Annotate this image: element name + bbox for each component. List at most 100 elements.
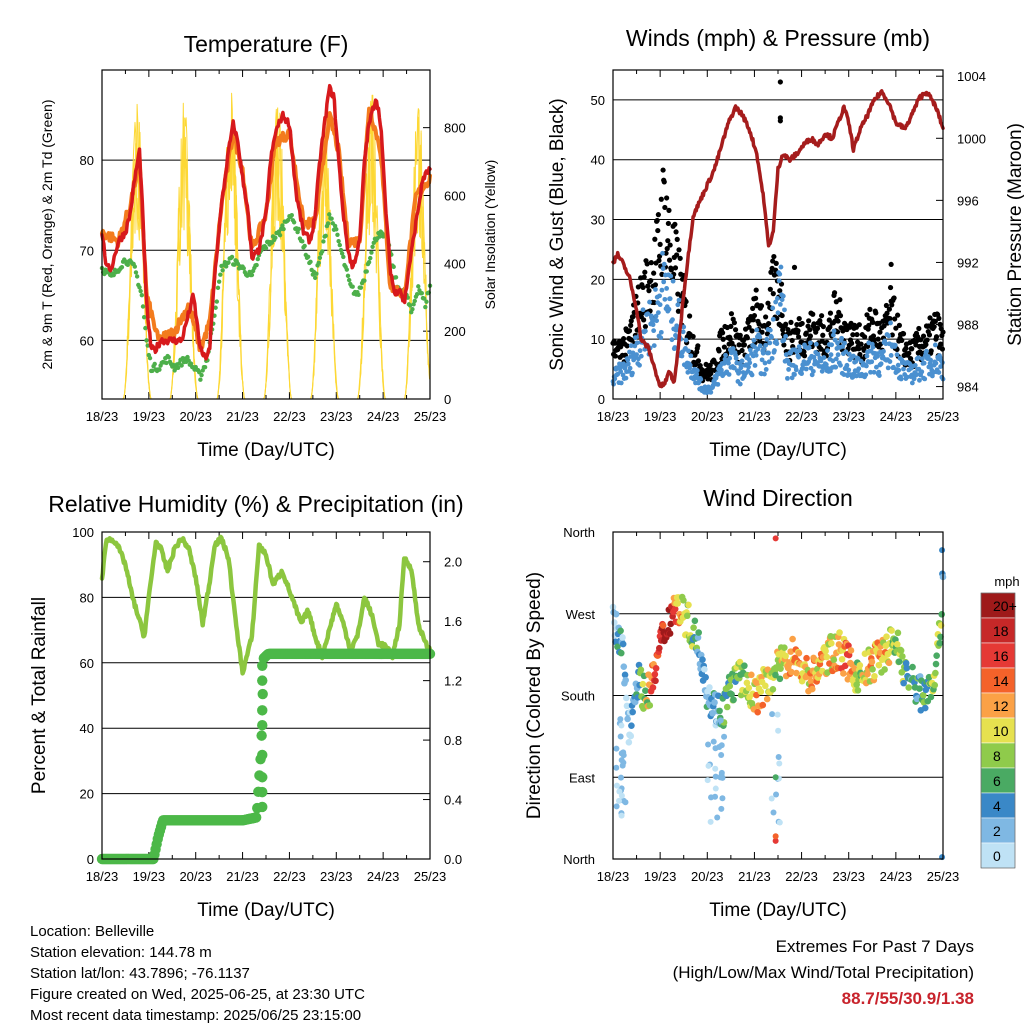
direction-point (730, 696, 737, 704)
direction-point (847, 647, 855, 654)
wind-point (892, 342, 898, 348)
gust-point (771, 253, 777, 260)
y-tick-label-2-1: 20 (80, 787, 94, 802)
gust-point (664, 195, 670, 201)
gust-point (687, 313, 693, 319)
dewpoint-point (133, 270, 139, 275)
direction-point-light (717, 717, 724, 724)
dewpoint-point (350, 284, 355, 289)
dewpoint-point (323, 233, 328, 239)
gust-point (621, 336, 627, 342)
gust-point (651, 270, 657, 276)
gust-point (629, 337, 635, 343)
wind-point (878, 361, 884, 367)
wind-point (666, 306, 672, 312)
colorbar-label-10: 0 (993, 848, 1001, 864)
gust-point (777, 288, 783, 294)
gust-point (720, 336, 726, 342)
dewpoint-point (137, 285, 142, 290)
direction-point (826, 660, 833, 667)
dewpoint-point (202, 364, 208, 370)
gust-point (759, 329, 765, 335)
direction-point (642, 687, 649, 695)
gust-point (906, 350, 912, 356)
x-tick-label-1-4: 22/23 (785, 409, 818, 424)
gust-point (889, 302, 895, 308)
y-tick-label-0-0: 60 (80, 333, 94, 348)
dewpoint-point (296, 226, 301, 232)
colorbar-label-2: 16 (993, 648, 1009, 664)
direction-point (932, 660, 940, 668)
wind-point (752, 344, 757, 350)
gust-point (937, 321, 943, 327)
direction-point (743, 679, 751, 687)
gust-point (675, 308, 682, 314)
x-tick-label-1-0: 18/23 (597, 409, 630, 424)
y-axis-label-2: Percent & Total Rainfall (29, 597, 50, 794)
direction-point (894, 641, 901, 648)
wind-point (630, 370, 635, 376)
direction-point (683, 612, 691, 620)
direction-point (745, 684, 753, 692)
gust-point (801, 353, 808, 359)
direction-point (856, 662, 864, 669)
wind-point (769, 334, 774, 340)
wind-point (887, 359, 893, 364)
direction-point-light (613, 764, 620, 771)
direction-point (639, 680, 647, 688)
gust-point (677, 255, 683, 261)
wind-point (796, 344, 802, 350)
y-tick-label-1-4: 40 (591, 153, 605, 168)
wind-point (886, 333, 892, 339)
y-tick-label-0-2: 80 (80, 153, 94, 168)
wind-point (773, 299, 779, 305)
wind-point (885, 365, 891, 371)
dewpoint-point (423, 304, 428, 310)
direction-point-light (769, 711, 776, 718)
wind-point (914, 371, 919, 377)
gust-point (899, 337, 905, 344)
x-tick-label-3-6: 24/23 (880, 869, 913, 884)
gust-point (892, 316, 898, 322)
extremes-box: Extremes For Past 7 Days (High/Low/Max W… (673, 934, 974, 1012)
gust-point (799, 320, 805, 327)
direction-point-light (717, 774, 724, 781)
dewpoint-point (346, 277, 352, 283)
direction-point (651, 670, 659, 678)
colorbar-label-7: 6 (993, 773, 1001, 789)
direction-point-light (617, 774, 624, 781)
dewpoint-point (241, 266, 246, 271)
gust-point (920, 333, 927, 339)
colorbar-label-3: 14 (993, 673, 1009, 689)
gust-point (642, 269, 648, 275)
dewpoint-point (321, 239, 326, 244)
direction-point-light (712, 773, 719, 780)
wind-point (657, 302, 663, 308)
plot-frame-1 (612, 69, 944, 400)
colorbar-swatch-3 (980, 667, 1016, 694)
direction-point (883, 633, 890, 641)
precip-point (250, 812, 262, 823)
dewpoint-point (338, 247, 344, 253)
gust-point (695, 358, 702, 364)
wind-point (938, 364, 944, 369)
colorbar-label-5: 10 (993, 723, 1009, 739)
gust-point (672, 265, 679, 271)
wind-point (769, 355, 775, 361)
direction-point (782, 652, 789, 660)
dewpoint-point (335, 232, 340, 237)
wind-point (681, 324, 687, 330)
direction-point (754, 708, 761, 716)
wind-point (757, 334, 763, 340)
gust-point (770, 291, 776, 297)
direction-point (931, 681, 939, 689)
gust-point (753, 295, 759, 301)
wind-point (778, 264, 784, 270)
wind-point (779, 297, 785, 303)
wind-point (936, 370, 942, 375)
direction-point-light (719, 795, 726, 802)
gust-point (640, 284, 646, 291)
gust-point (695, 343, 701, 349)
gust-point (870, 319, 876, 325)
y2-tick-label-1-2: 992 (957, 255, 979, 270)
